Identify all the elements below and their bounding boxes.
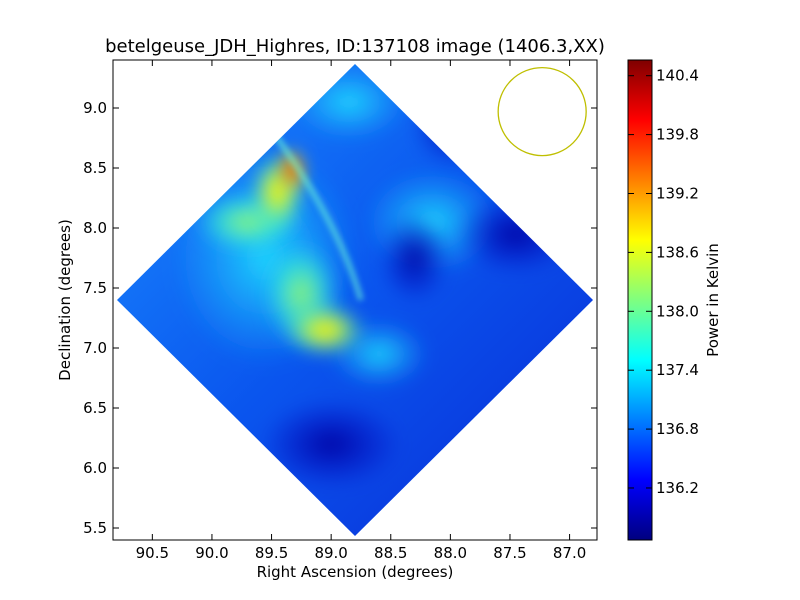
- beam-circle: [497, 66, 587, 157]
- colorbar-tick-label: 138.6: [656, 243, 699, 261]
- colorbar: [627, 59, 653, 541]
- x-tick-label: 88.0: [434, 544, 467, 562]
- x-tick-label: 90.0: [195, 544, 228, 562]
- colorbar-tick-label: 136.2: [656, 479, 699, 497]
- y-tick-label: 6.5: [83, 399, 107, 417]
- x-tick-label: 88.5: [374, 544, 407, 562]
- colorbar-label: Power in Kelvin: [704, 243, 722, 357]
- chart-title: betelgeuse_JDH_Highres, ID:137108 image …: [105, 36, 605, 57]
- heatmap-blob: [455, 194, 576, 274]
- y-tick-label: 6.0: [83, 459, 107, 477]
- colorbar-tick-label: 138.0: [656, 302, 699, 320]
- y-tick-label: 8.5: [83, 159, 107, 177]
- heatmap-blob: [283, 302, 368, 358]
- y-axis: 5.5 6.0 6.5 7.0 7.5 8.0 8.5 9.0: [83, 99, 597, 537]
- heatmap-image: [117, 64, 593, 536]
- heatmap-blob: [289, 64, 410, 142]
- heatmap-blob: [411, 86, 502, 166]
- y-tick-label: 7.5: [83, 279, 107, 297]
- heatmap-blob: [277, 148, 306, 193]
- x-tick-label: 87.5: [493, 544, 526, 562]
- colorbar-tick-label: 137.4: [656, 361, 699, 379]
- y-axis-label: Declination (degrees): [56, 219, 74, 381]
- colorbar-tick-label: 140.4: [656, 67, 699, 85]
- x-tick-label: 89.0: [314, 544, 347, 562]
- heatmap-blob: [261, 399, 402, 489]
- plot-frame: [112, 59, 598, 541]
- colorbar-tick-label: 139.2: [656, 184, 699, 202]
- x-tick-label: 89.5: [255, 544, 288, 562]
- colorbar-axis: 136.2 136.8 137.4 138.0 138.6 139.2 139.8 140.4: [628, 67, 699, 497]
- heatmap-blob: [379, 213, 450, 303]
- y-tick-label: 7.0: [83, 339, 107, 357]
- x-tick-label: 87.0: [553, 544, 586, 562]
- x-axis: 90.5 90.0 89.5 89.0 88.5 88.0 87.5 87.0: [136, 60, 586, 562]
- colorbar-tick-label: 136.8: [656, 420, 699, 438]
- y-tick-label: 8.0: [83, 219, 107, 237]
- y-tick-label: 5.5: [83, 519, 107, 537]
- x-axis-label: Right Ascension (degrees): [257, 563, 454, 581]
- x-tick-label: 90.5: [136, 544, 169, 562]
- colorbar-tick-label: 139.8: [656, 126, 699, 144]
- y-tick-label: 9.0: [83, 99, 107, 117]
